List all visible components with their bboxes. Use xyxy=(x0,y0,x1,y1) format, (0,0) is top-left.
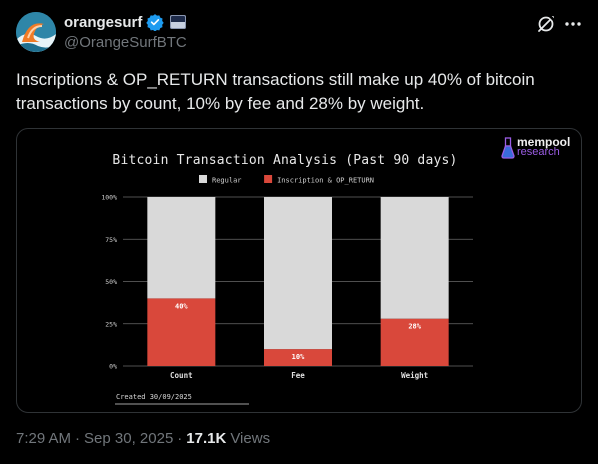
brand-name: mempool xyxy=(517,135,571,149)
flask-icon xyxy=(501,137,515,159)
stacked-bar-chart: Regular Inscription & OP_RETURN 0% 25% 50% 75… xyxy=(101,175,473,405)
author-display-name[interactable]: orangesurf xyxy=(64,13,143,31)
data-label: 10% xyxy=(292,353,305,361)
y-tick-label: 0% xyxy=(109,363,117,371)
tweet-meta-row: 7:29 AM · Sep 30, 2025 · 17.1K Views xyxy=(16,430,270,447)
legend-label-0: Regular xyxy=(212,177,242,185)
author-handle[interactable]: @OrangeSurfBTC xyxy=(64,34,187,51)
meta-separator: · xyxy=(75,430,81,447)
x-tick-label: Fee xyxy=(291,371,305,380)
x-tick-label: Weight xyxy=(401,371,428,380)
bar-inscription-weight xyxy=(380,318,449,366)
legend-swatch-1 xyxy=(264,175,273,183)
tweet-date[interactable]: Sep 30, 2025 xyxy=(84,430,174,447)
author-name-row: orangesurf xyxy=(64,12,187,32)
x-tick-label: Count xyxy=(170,371,193,380)
y-tick-label: 25% xyxy=(105,320,117,328)
data-label: 28% xyxy=(408,323,421,331)
mempool-research-logo: mempool research xyxy=(501,135,575,161)
verified-badge-icon xyxy=(146,13,165,31)
bar-regular-count xyxy=(147,197,216,299)
data-label: 40% xyxy=(175,302,188,310)
tweet-time[interactable]: 7:29 AM xyxy=(16,430,72,447)
views-count[interactable]: 17.1K xyxy=(186,430,227,447)
legend-swatch-0 xyxy=(199,175,207,183)
legend-label-1: Inscription & OP_RETURN xyxy=(277,177,374,185)
tweet-text: Inscriptions & OP_RETURN transactions st… xyxy=(16,70,535,113)
y-tick-label: 75% xyxy=(105,236,117,244)
bar-inscription-fee xyxy=(264,349,332,366)
chart-title: Bitcoin Transaction Analysis (Past 90 da… xyxy=(112,153,458,168)
y-tick-label: 50% xyxy=(105,278,117,286)
avatar[interactable] xyxy=(16,12,56,52)
bar-regular-fee xyxy=(264,197,332,350)
views-label: Views xyxy=(230,430,271,447)
brand-sub: research xyxy=(517,146,560,158)
tweet-media-chart[interactable]: Bitcoin Transaction Analysis (Past 90 da… xyxy=(16,128,582,413)
y-tick-label: 100% xyxy=(101,194,117,202)
bar-inscription-count xyxy=(147,298,216,366)
chart-footnote: Created 30/09/2025 xyxy=(116,393,192,401)
meta-separator: · xyxy=(177,430,183,447)
more-options-icon[interactable] xyxy=(564,14,582,34)
avatar-image xyxy=(16,12,56,52)
bar-regular-weight xyxy=(380,197,449,319)
grok-icon[interactable] xyxy=(536,14,556,34)
affiliate-badge-icon xyxy=(170,15,187,29)
